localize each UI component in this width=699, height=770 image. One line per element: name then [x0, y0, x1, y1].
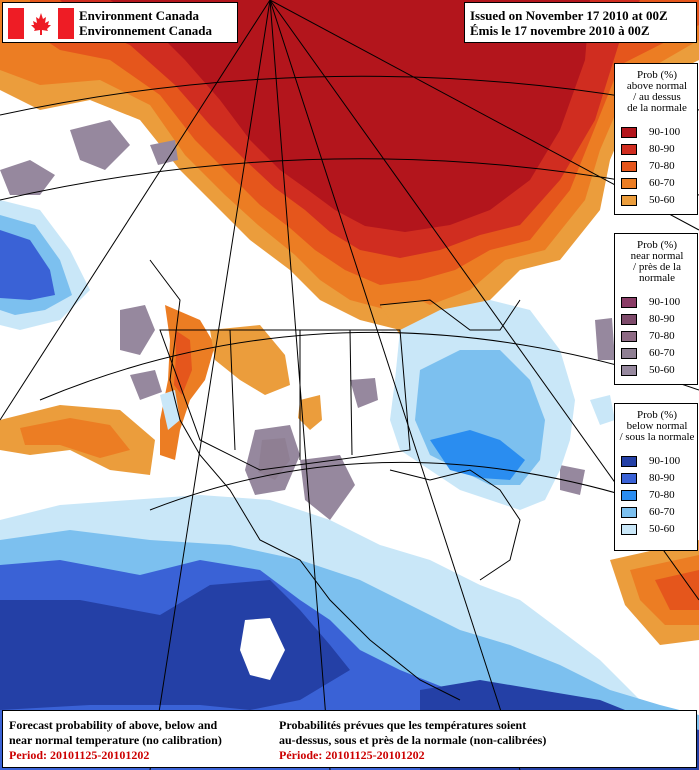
legend-swatch — [621, 313, 637, 325]
near-normal-regions — [0, 120, 615, 520]
legend-label: 70-80 — [649, 330, 675, 342]
legend-above-title-1: Prob (%) — [636, 69, 678, 81]
legend-swatch — [621, 330, 637, 342]
issue-date-fr: Émis le 17 novembre 2010 à 00Z — [470, 23, 650, 38]
legend-near-title-4: normale — [638, 272, 676, 284]
legend-label: 50-60 — [649, 523, 675, 535]
legend-above-item: 60-70 — [621, 177, 675, 189]
legend-swatch — [621, 455, 637, 467]
above-normal-regions — [0, 0, 699, 645]
legend-label: 50-60 — [649, 364, 675, 376]
agency-header: Environment Canada Environnement Canada — [2, 2, 238, 43]
legend-near-item: 70-80 — [621, 330, 675, 342]
legend-above-normal: Prob (%) above normal / au dessus de la … — [614, 63, 698, 215]
agency-name-en: Environment Canada — [79, 8, 200, 23]
legend-swatch — [621, 472, 637, 484]
legend-label: 70-80 — [649, 160, 675, 172]
legend-above-title-2: above normal — [626, 80, 688, 92]
legend-label: 80-90 — [649, 143, 675, 155]
legend-above-item: 70-80 — [621, 160, 675, 172]
period-fr: Période: 20101125-20101202 — [279, 748, 425, 762]
legend-above-item: 80-90 — [621, 143, 675, 155]
legend-swatch — [621, 126, 637, 138]
caption-en-line2: near normal temperature (no calibration) — [9, 733, 222, 747]
canada-flag-icon — [8, 8, 74, 39]
legend-near-title-3: / près de la — [633, 261, 681, 273]
legend-near-normal: Prob (%) near normal / près de la normal… — [614, 233, 698, 385]
legend-below-title-2: below normal — [626, 420, 688, 432]
legend-swatch — [621, 506, 637, 518]
legend-near-item: 90-100 — [621, 296, 680, 308]
legend-swatch — [621, 523, 637, 535]
legend-above-title-4: de la normale — [627, 102, 687, 114]
legend-label: 80-90 — [649, 313, 675, 325]
issue-date-box: Issued on November 17 2010 at 00Z Émis l… — [464, 2, 697, 43]
legend-label: 80-90 — [649, 472, 675, 484]
legend-swatch — [621, 160, 637, 172]
legend-swatch — [621, 194, 637, 206]
legend-above-title-3: / au dessus — [633, 91, 681, 103]
agency-name-fr: Environnement Canada — [79, 23, 213, 38]
legend-label: 90-100 — [649, 296, 681, 308]
legend-near-title-1: Prob (%) — [636, 239, 678, 251]
legend-swatch — [621, 143, 637, 155]
legend-near-item: 80-90 — [621, 313, 675, 325]
legend-swatch — [621, 364, 637, 376]
caption-en-line1: Forecast probability of above, below and — [9, 718, 218, 732]
caption-fr-line2: au-dessus, sous et près de la normale (n… — [279, 733, 547, 747]
legend-below-item: 90-100 — [621, 455, 680, 467]
legend-above-item: 50-60 — [621, 194, 675, 206]
legend-label: 70-80 — [649, 489, 675, 501]
legend-below-normal: Prob (%) below normal / sous la normale … — [614, 403, 698, 551]
legend-below-title-3: / sous la normale — [619, 431, 695, 443]
legend-below-item: 70-80 — [621, 489, 675, 501]
legend-label: 60-70 — [649, 347, 675, 359]
legend-near-title-2: near normal — [630, 250, 684, 262]
legend-label: 50-60 — [649, 194, 675, 206]
legend-label: 90-100 — [649, 455, 681, 467]
period-en: Period: 20101125-20101202 — [9, 748, 150, 762]
legend-above-item: 90-100 — [621, 126, 680, 138]
legend-label: 60-70 — [649, 506, 675, 518]
legend-below-title-1: Prob (%) — [636, 409, 678, 421]
legend-near-item: 60-70 — [621, 347, 675, 359]
issue-date-en: Issued on November 17 2010 at 00Z — [470, 8, 668, 23]
legend-near-item: 50-60 — [621, 364, 675, 376]
legend-label: 60-70 — [649, 177, 675, 189]
legend-below-item: 60-70 — [621, 506, 675, 518]
legend-swatch — [621, 489, 637, 501]
legend-below-item: 80-90 — [621, 472, 675, 484]
legend-swatch — [621, 296, 637, 308]
caption-fr-line1: Probabilités prévues que les température… — [279, 718, 527, 732]
legend-below-item: 50-60 — [621, 523, 675, 535]
footer-caption: Forecast probability of above, below and… — [2, 710, 697, 768]
legend-swatch — [621, 177, 637, 189]
legend-label: 90-100 — [649, 126, 681, 138]
legend-swatch — [621, 347, 637, 359]
